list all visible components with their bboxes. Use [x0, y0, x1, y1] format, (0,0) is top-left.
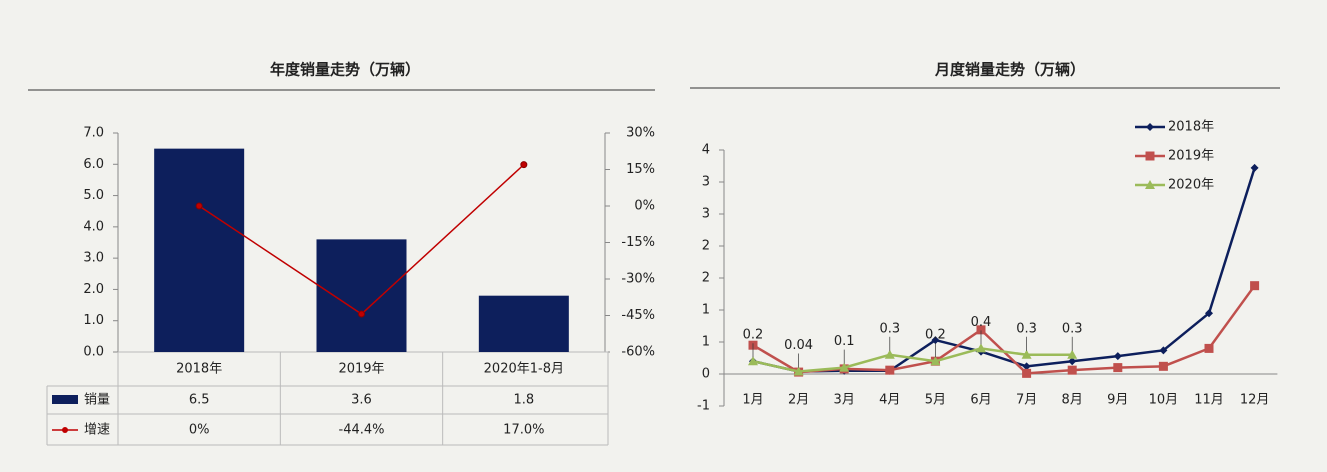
marker [1250, 163, 1259, 172]
marker [839, 362, 850, 372]
marker [1113, 352, 1122, 361]
marker [1113, 363, 1123, 373]
marker [884, 349, 895, 359]
bar [316, 239, 407, 352]
y-tick-label: 4 [702, 143, 710, 158]
marker [195, 202, 203, 210]
marker [1146, 123, 1154, 131]
y2-tick-label: 30% [626, 126, 655, 141]
legend-key [52, 395, 78, 404]
x-tick-label: 1月 [742, 393, 763, 408]
chart-title: 月度销量走势（万辆） [934, 61, 1085, 79]
marker [1145, 180, 1155, 189]
series-line [752, 167, 1256, 373]
x-tick-label: 5月 [925, 393, 946, 408]
y2-tick-label: -15% [621, 235, 655, 250]
marker [358, 310, 365, 318]
table-value: 17.0% [503, 423, 544, 438]
table-value: 1.8 [513, 393, 534, 408]
marker [1158, 361, 1168, 371]
bar [154, 148, 245, 352]
bar [478, 295, 569, 352]
data-label: 0.3 [1016, 321, 1037, 336]
data-label: 0.2 [925, 328, 946, 343]
y-tick-label: 0 [702, 367, 710, 382]
marker [931, 336, 940, 345]
y-tick-label: -1 [697, 399, 710, 414]
marker [885, 365, 895, 375]
legend-label: 增速 [84, 423, 110, 438]
marker [1022, 362, 1031, 371]
x-tick-label: 2018年 [176, 362, 222, 377]
x-tick-label: 4月 [879, 393, 900, 408]
marker [1145, 151, 1155, 161]
y-tick-label: 2 [702, 239, 710, 254]
marker [1067, 365, 1077, 375]
y-tick-label: 3 [702, 175, 710, 190]
y-tick-label: 6.0 [83, 157, 104, 172]
x-tick-label: 10月 [1149, 393, 1179, 408]
legend-label: 2018年 [1168, 120, 1214, 135]
marker [520, 161, 528, 169]
marker [1250, 281, 1260, 291]
y-tick-label: 3.0 [83, 251, 104, 266]
y-tick-label: 1.0 [83, 313, 104, 328]
data-label: 0.2 [743, 328, 764, 343]
data-label: 0.4 [971, 315, 992, 330]
x-tick-label: 12月 [1240, 393, 1270, 408]
marker [976, 343, 986, 353]
y-tick-label: 5.0 [83, 188, 104, 203]
marker [976, 325, 986, 335]
data-label: 0.04 [784, 338, 813, 353]
marker [1205, 309, 1213, 318]
x-tick-label: 8月 [1062, 393, 1083, 408]
x-tick-label: 9月 [1107, 393, 1128, 408]
marker [1204, 343, 1214, 353]
y-tick-label: 0.0 [83, 345, 104, 360]
marker [1159, 346, 1168, 355]
y-tick-label: 2.0 [83, 282, 104, 297]
marker [1022, 368, 1032, 378]
x-tick-label: 2020年1-8月 [484, 362, 564, 377]
x-tick-label: 6月 [970, 393, 991, 408]
chart-title: 年度销量走势（万辆） [270, 61, 420, 79]
series-line [752, 347, 1073, 373]
marker [1068, 357, 1077, 366]
marker [793, 366, 804, 376]
x-tick-label: 7月 [1016, 393, 1037, 408]
y2-tick-label: -60% [621, 345, 655, 360]
y2-tick-label: 15% [626, 162, 655, 177]
data-label: 0.3 [879, 321, 900, 336]
table-value: 6.5 [189, 393, 210, 408]
y2-tick-label: -45% [621, 308, 655, 323]
y-tick-label: 7.0 [83, 126, 104, 141]
data-label: 0.1 [834, 334, 855, 349]
y-tick-label: 3 [702, 207, 710, 222]
y-tick-label: 1 [702, 335, 710, 350]
table-value: -44.4% [339, 423, 385, 438]
marker [748, 356, 758, 366]
marker [1067, 349, 1078, 359]
x-tick-label: 11月 [1194, 393, 1224, 408]
legend-key [62, 427, 68, 433]
data-label: 0.3 [1062, 321, 1083, 336]
legend-label: 2020年 [1168, 178, 1214, 193]
y-tick-label: 4.0 [83, 219, 104, 234]
marker [930, 356, 941, 366]
y-tick-label: 1 [702, 303, 710, 318]
table-value: 0% [189, 423, 210, 438]
y2-tick-label: 0% [634, 199, 655, 214]
marker [1021, 349, 1032, 359]
legend-label: 2019年 [1168, 149, 1214, 164]
legend-label: 销量 [84, 393, 110, 408]
x-tick-label: 2019年 [338, 362, 384, 377]
y-tick-label: 2 [702, 271, 710, 286]
x-tick-label: 3月 [834, 393, 855, 408]
table-value: 3.6 [351, 393, 372, 408]
x-tick-label: 2月 [788, 393, 809, 408]
y2-tick-label: -30% [621, 272, 655, 287]
